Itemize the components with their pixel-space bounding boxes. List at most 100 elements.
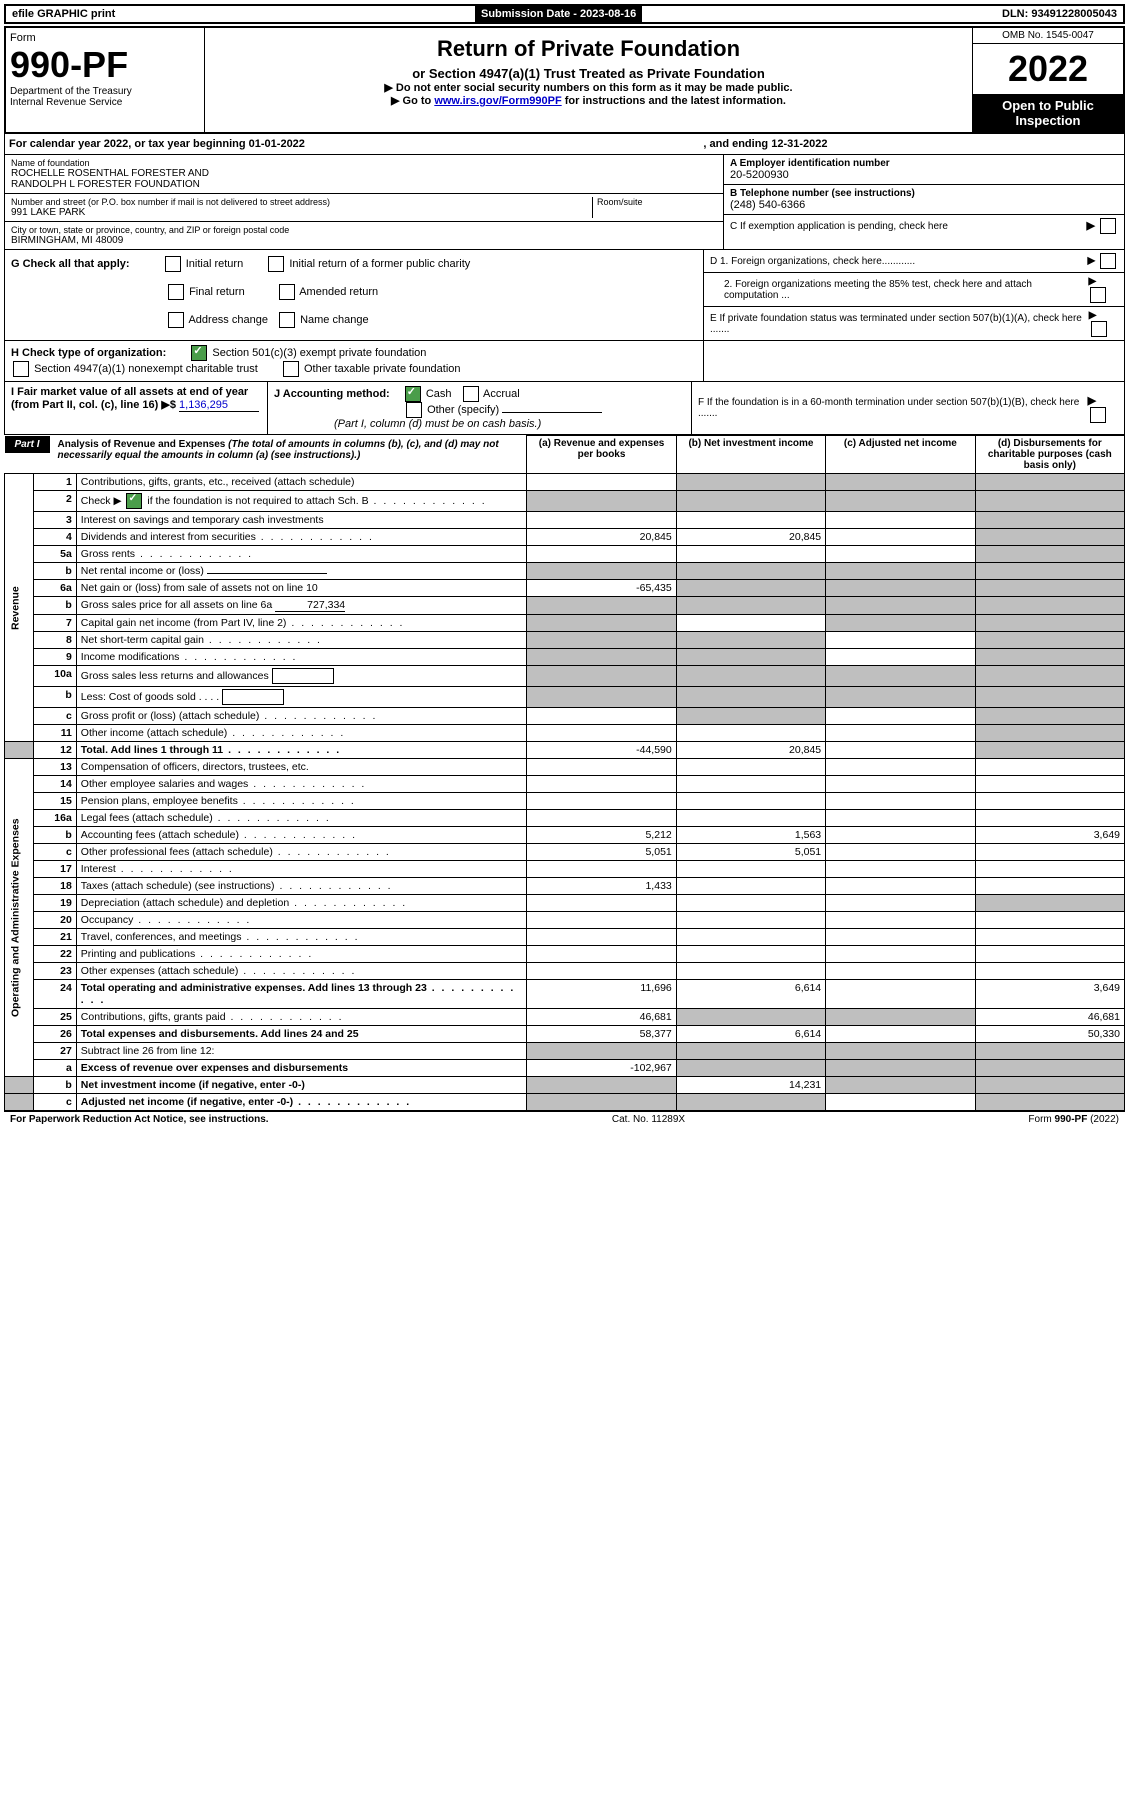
table-row: 5a Gross rents: [5, 546, 1125, 563]
addr-cell: Number and street (or P.O. box number if…: [5, 194, 723, 222]
row-desc: Gross sales less returns and allowances: [76, 666, 527, 687]
row-desc: Other expenses (attach schedule): [76, 963, 527, 980]
row-desc: Legal fees (attach schedule): [76, 810, 527, 827]
form-header: Form 990-PF Department of the Treasury I…: [4, 26, 1125, 134]
r10b-desc: Less: Cost of goods sold: [81, 691, 196, 703]
g-amended: Amended return: [299, 286, 378, 298]
j-cell: J Accounting method: Cash Accrual Other …: [268, 382, 691, 434]
table-row: b Accounting fees (attach schedule) 5,21…: [5, 827, 1125, 844]
section-i-j-f: I Fair market value of all assets at end…: [4, 382, 1125, 435]
row-num: b: [33, 1077, 76, 1094]
row-desc: Dividends and interest from securities: [76, 529, 527, 546]
row-num: c: [33, 1094, 76, 1111]
info-left: Name of foundation ROCHELLE ROSENTHAL FO…: [5, 155, 723, 249]
table-row: 4 Dividends and interest from securities…: [5, 529, 1125, 546]
row-desc: Subtract line 26 from line 12:: [76, 1043, 527, 1060]
h-4947-checkbox[interactable]: [13, 361, 29, 377]
row-num: 16a: [33, 810, 76, 827]
row-desc: Interest: [76, 861, 527, 878]
tel-value: (248) 540-6366: [730, 199, 1118, 211]
r4-b: 20,845: [676, 529, 825, 546]
room-label: Room/suite: [597, 197, 717, 207]
j-cash: Cash: [426, 388, 452, 400]
row-desc: Net short-term capital gain: [76, 632, 527, 649]
amended-checkbox[interactable]: [279, 284, 295, 300]
j-cash-checkbox[interactable]: [405, 386, 421, 402]
table-row: 27 Subtract line 26 from line 12:: [5, 1043, 1125, 1060]
j-label: J Accounting method:: [274, 388, 390, 400]
g-address: Address change: [188, 314, 268, 326]
h-label: H Check type of organization:: [11, 347, 166, 359]
r2-pre: Check ▶: [81, 495, 125, 507]
r16b-b: 1,563: [676, 827, 825, 844]
r24-desc: Total operating and administrative expen…: [81, 982, 427, 994]
final-return-checkbox[interactable]: [168, 284, 184, 300]
r5a-desc: Gross rents: [81, 548, 135, 560]
form-number: 990-PF: [10, 44, 200, 86]
initial-return-checkbox[interactable]: [165, 256, 181, 272]
form-subtitle: or Section 4947(a)(1) Trust Treated as P…: [209, 66, 968, 81]
f-checkbox[interactable]: [1090, 407, 1106, 423]
row-num: 22: [33, 946, 76, 963]
row-desc: Interest on savings and temporary cash i…: [76, 512, 527, 529]
row-num: 14: [33, 776, 76, 793]
row-desc: Less: Cost of goods sold . . . .: [76, 687, 527, 708]
page-footer: For Paperwork Reduction Act Notice, see …: [4, 1111, 1125, 1127]
row-desc: Gross rents: [76, 546, 527, 563]
row-desc: Net investment income (if negative, ente…: [76, 1077, 527, 1094]
e-label: E If private foundation status was termi…: [710, 313, 1089, 335]
j-other: Other (specify): [427, 404, 499, 416]
cal-begin: For calendar year 2022, or tax year begi…: [9, 138, 703, 150]
r24-b: 6,614: [676, 980, 825, 1009]
h-opt1: Section 501(c)(3) exempt private foundat…: [212, 347, 426, 359]
row-num: b: [33, 827, 76, 844]
g-name-change: Name change: [300, 314, 369, 326]
efile-label: efile GRAPHIC print: [6, 6, 121, 22]
j-other-checkbox[interactable]: [406, 402, 422, 418]
table-row: 25 Contributions, gifts, grants paid 46,…: [5, 1009, 1125, 1026]
row-num: a: [33, 1060, 76, 1077]
table-row: c Other professional fees (attach schedu…: [5, 844, 1125, 861]
form990pf-link[interactable]: www.irs.gov/Form990PF: [434, 95, 561, 107]
row-num: 25: [33, 1009, 76, 1026]
form-word: Form: [10, 32, 200, 44]
j-accrual-checkbox[interactable]: [463, 386, 479, 402]
row-desc: Total. Add lines 1 through 11: [76, 742, 527, 759]
r21-desc: Travel, conferences, and meetings: [81, 931, 242, 943]
r25-a: 46,681: [527, 1009, 676, 1026]
e-checkbox[interactable]: [1091, 321, 1107, 337]
c-checkbox[interactable]: [1100, 218, 1116, 234]
f-cell: F If the foundation is in a 60-month ter…: [691, 382, 1124, 434]
row-num: 4: [33, 529, 76, 546]
sch-b-checkbox[interactable]: [126, 493, 142, 509]
table-row: 21 Travel, conferences, and meetings: [5, 929, 1125, 946]
r15-desc: Pension plans, employee benefits: [81, 795, 238, 807]
r26-d: 50,330: [975, 1026, 1124, 1043]
initial-former-checkbox[interactable]: [268, 256, 284, 272]
d2-checkbox[interactable]: [1090, 287, 1106, 303]
part1-badge: Part I: [5, 436, 50, 453]
d1-cell: D 1. Foreign organizations, check here..…: [704, 250, 1124, 273]
c-cell: C If exemption application is pending, c…: [724, 215, 1124, 237]
row-num: 17: [33, 861, 76, 878]
table-row: 6a Net gain or (loss) from sale of asset…: [5, 580, 1125, 597]
part1-title: Analysis of Revenue and Expenses: [58, 439, 226, 450]
tel-cell: B Telephone number (see instructions) (2…: [724, 185, 1124, 215]
row-num: 8: [33, 632, 76, 649]
j-accrual: Accrual: [483, 388, 520, 400]
form-note2: ▶ Go to www.irs.gov/Form990PF for instru…: [209, 94, 968, 107]
h-501c3-checkbox[interactable]: [191, 345, 207, 361]
d1-checkbox[interactable]: [1100, 253, 1116, 269]
row-num: 26: [33, 1026, 76, 1043]
r23-desc: Other expenses (attach schedule): [81, 965, 239, 977]
r4-desc: Dividends and interest from securities: [81, 531, 256, 543]
address-change-checkbox[interactable]: [168, 312, 184, 328]
row-desc: Depreciation (attach schedule) and deple…: [76, 895, 527, 912]
row-num: b: [33, 563, 76, 580]
r22-desc: Printing and publications: [81, 948, 195, 960]
r6b-desc: Gross sales price for all assets on line…: [81, 599, 272, 611]
name-change-checkbox[interactable]: [279, 312, 295, 328]
d2-label: 2. Foreign organizations meeting the 85%…: [710, 279, 1088, 301]
h-other-checkbox[interactable]: [283, 361, 299, 377]
r10c-desc: Gross profit or (loss) (attach schedule): [81, 710, 260, 722]
